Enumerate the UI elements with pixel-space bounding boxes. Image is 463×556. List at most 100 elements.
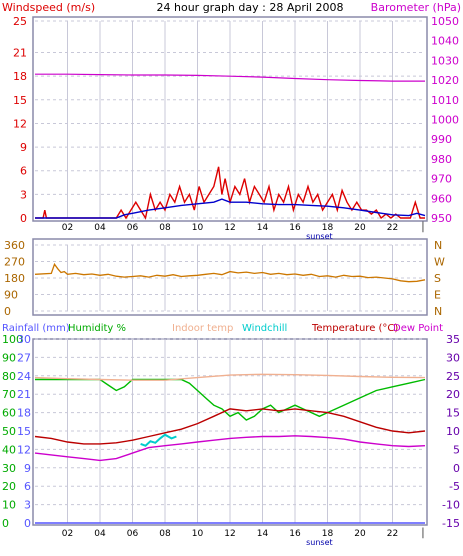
barometer-tick-label: 1020 bbox=[431, 74, 459, 87]
x-tick-label-top: 16 bbox=[289, 223, 301, 233]
windspeed-tick-label: 12 bbox=[13, 117, 27, 130]
direction-tick-label: 0 bbox=[4, 305, 11, 318]
temperature-tick-label: 20 bbox=[446, 388, 460, 401]
humidity-tick-label: 60 bbox=[2, 407, 16, 420]
compass-label: E bbox=[434, 289, 441, 302]
series-line-humidity bbox=[35, 378, 426, 421]
compass-label: W bbox=[434, 256, 445, 269]
sunset-label-top: sunset bbox=[306, 232, 333, 241]
humidity-tick-label: 50 bbox=[2, 425, 16, 438]
rainfall-tick-label: 27 bbox=[17, 351, 31, 364]
rainfall-tick-label: 12 bbox=[17, 443, 31, 456]
x-tick-label-bottom: 10 bbox=[192, 529, 204, 539]
barometer-tick-label: 960 bbox=[431, 192, 452, 205]
x-tick-label-bottom: 08 bbox=[159, 529, 171, 539]
barometer-tick-label: 990 bbox=[431, 133, 452, 146]
humidity-tick-label: 90 bbox=[2, 351, 16, 364]
x-tick-label-top: 12 bbox=[224, 223, 235, 233]
barometer-tick-label: 970 bbox=[431, 173, 452, 186]
x-tick-label-top: 06 bbox=[127, 223, 139, 233]
windspeed-tick-label: 6 bbox=[20, 165, 27, 178]
tick-label-layer: 0202040406060808101012121414161618182020… bbox=[2, 15, 460, 547]
x-tick-label-bottom: 20 bbox=[354, 529, 366, 539]
legend-humidity: Humidity % bbox=[68, 323, 126, 334]
x-tick-label-top: 10 bbox=[192, 223, 204, 233]
temperature-tick-label: 30 bbox=[446, 351, 460, 364]
rainfall-tick-label: 18 bbox=[17, 407, 31, 420]
windspeed-tick-label: 18 bbox=[13, 70, 27, 83]
temperature-tick-label: -5 bbox=[449, 480, 460, 493]
rainfall-tick-label: 30 bbox=[17, 333, 31, 346]
sunset-label-bottom: sunset bbox=[306, 538, 333, 547]
barometer-tick-label: 1030 bbox=[431, 54, 459, 67]
barometer-tick-label: 1010 bbox=[431, 94, 459, 107]
x-tick-label-bottom: 18 bbox=[322, 529, 334, 539]
legend-temperature: Temperature (°C) bbox=[311, 323, 398, 334]
temperature-tick-label: 25 bbox=[446, 370, 460, 383]
x-tick-label-top: 02 bbox=[62, 223, 73, 233]
x-tick-label-top: 04 bbox=[94, 223, 106, 233]
barometer-axis-label: Barometer (hPa) bbox=[371, 1, 461, 14]
series-line-wind-average bbox=[35, 198, 426, 219]
x-tick-label-bottom: 04 bbox=[94, 529, 106, 539]
rainfall-tick-label: 9 bbox=[24, 462, 31, 475]
windspeed-tick-label: 21 bbox=[13, 47, 27, 60]
compass-label: N bbox=[434, 305, 442, 318]
rainfall-tick-label: 3 bbox=[24, 499, 31, 512]
humidity-tick-label: 30 bbox=[2, 462, 16, 475]
temperature-tick-label: -15 bbox=[442, 517, 460, 530]
rainfall-tick-label: 24 bbox=[17, 370, 31, 383]
legend-rainfall: Rainfall (mm) bbox=[2, 323, 70, 334]
barometer-tick-label: 1050 bbox=[431, 15, 459, 28]
humidity-tick-label: 80 bbox=[2, 370, 16, 383]
x-tick-label-top: 18 bbox=[322, 223, 334, 233]
direction-tick-label: 270 bbox=[4, 256, 25, 269]
series-line-indoor-temp bbox=[34, 373, 426, 381]
series-layer bbox=[34, 73, 426, 524]
humidity-tick-label: 100 bbox=[2, 333, 23, 346]
humidity-tick-label: 70 bbox=[2, 388, 16, 401]
temperature-tick-label: 10 bbox=[446, 425, 460, 438]
x-tick-label-top: 20 bbox=[354, 223, 366, 233]
compass-label: N bbox=[434, 239, 442, 252]
temperature-tick-label: 0 bbox=[453, 462, 460, 475]
direction-tick-label: 180 bbox=[4, 272, 25, 285]
temperature-tick-label: 5 bbox=[453, 443, 460, 456]
windspeed-tick-label: 0 bbox=[20, 212, 27, 225]
chart-title: 24 hour graph day : 28 April 2008 bbox=[157, 1, 344, 14]
series-line-wind-direction bbox=[34, 262, 426, 283]
series-line-dew-point bbox=[34, 435, 426, 462]
temperature-tick-label: 35 bbox=[446, 333, 460, 346]
x-tick-label-bottom: 14 bbox=[257, 529, 269, 539]
barometer-tick-label: 980 bbox=[431, 153, 452, 166]
direction-tick-label: 360 bbox=[4, 239, 25, 252]
temperature-tick-label: -10 bbox=[442, 499, 460, 512]
series-line-windchill bbox=[140, 433, 177, 447]
windspeed-tick-label: 25 bbox=[13, 15, 27, 28]
series-line-barometer bbox=[35, 73, 425, 82]
temperature-tick-label: 15 bbox=[446, 407, 460, 420]
humidity-tick-label: 0 bbox=[2, 517, 9, 530]
windspeed-tick-label: 3 bbox=[20, 188, 27, 201]
day-end-mark-bottom: │ bbox=[420, 527, 425, 539]
legend-indoor-temp: Indoor temp bbox=[172, 323, 233, 334]
x-tick-label-top: 08 bbox=[159, 223, 171, 233]
humidity-tick-label: 10 bbox=[2, 499, 16, 512]
humidity-tick-label: 40 bbox=[2, 443, 16, 456]
windspeed-axis-label: Windspeed (m/s) bbox=[2, 1, 95, 14]
barometer-tick-label: 1040 bbox=[431, 35, 459, 48]
windspeed-tick-label: 15 bbox=[13, 94, 27, 107]
direction-tick-label: 90 bbox=[4, 289, 18, 302]
rainfall-tick-label: 0 bbox=[24, 517, 31, 530]
rainfall-tick-label: 21 bbox=[17, 388, 31, 401]
x-tick-label-bottom: 02 bbox=[62, 529, 73, 539]
humidity-tick-label: 20 bbox=[2, 480, 16, 493]
x-tick-label-bottom: 12 bbox=[224, 529, 235, 539]
x-tick-label-bottom: 06 bbox=[127, 529, 139, 539]
rainfall-tick-label: 15 bbox=[17, 425, 31, 438]
x-tick-label-top: 22 bbox=[387, 223, 398, 233]
series-line-temperature-c bbox=[34, 408, 426, 445]
windspeed-tick-label: 9 bbox=[20, 141, 27, 154]
